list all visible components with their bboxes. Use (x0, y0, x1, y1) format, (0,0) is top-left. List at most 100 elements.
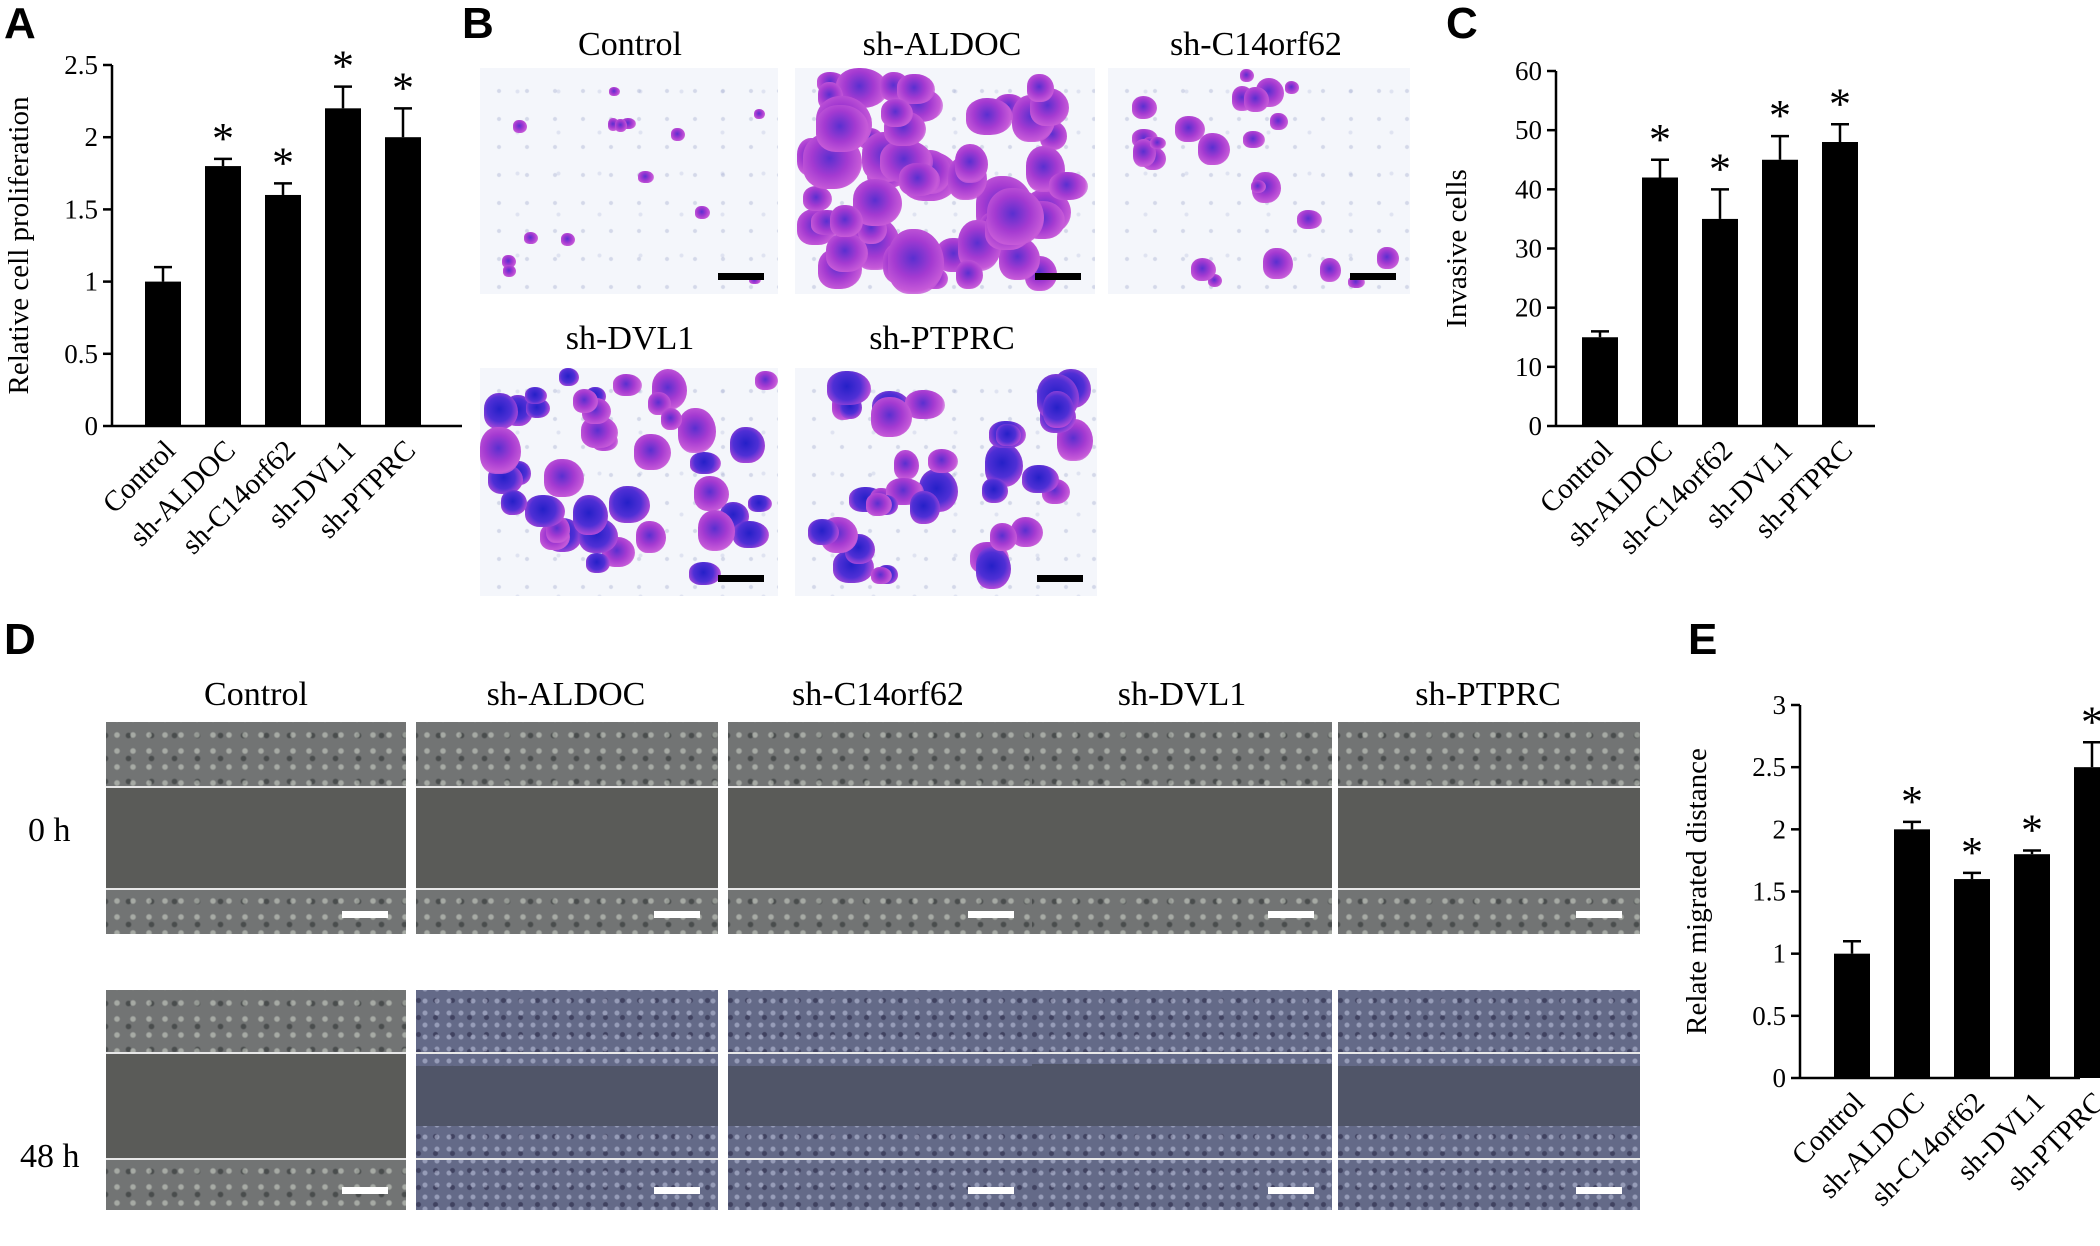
wound-edge-line (416, 786, 718, 788)
wound-edge-line (416, 888, 718, 890)
significance-star: * (1769, 91, 1791, 140)
y-tick-label: 3 (1773, 690, 1787, 720)
wound-label-sh-ptprc: sh-PTPRC (1415, 676, 1561, 713)
y-tick-label: 0 (1773, 1063, 1787, 1093)
panel-letter-d: D (4, 615, 36, 664)
stained-cell (523, 231, 538, 244)
wound-edge-line (416, 1052, 718, 1054)
y-tick-label: 1 (1773, 939, 1787, 969)
stained-cell (608, 486, 650, 524)
stained-cell (987, 187, 1044, 246)
stained-cell (586, 553, 610, 574)
y-tick-label: 1 (85, 267, 99, 297)
wound-image-0h-sh-dvl1 (1032, 722, 1332, 934)
cell-monolayer (1032, 888, 1332, 934)
cell-monolayer (416, 722, 718, 786)
significance-star: * (1829, 79, 1851, 128)
stained-cell (694, 476, 730, 511)
stained-cell (689, 562, 722, 586)
scale-bar (1350, 273, 1396, 280)
invasion-image-sh-c14orf62 (1108, 68, 1410, 294)
scale-bar (654, 911, 700, 918)
stained-cell (899, 162, 940, 196)
stained-cell (754, 108, 766, 119)
stained-cell (501, 489, 528, 515)
bar-sh-dvl1 (1762, 159, 1798, 426)
cell-monolayer (106, 990, 406, 1052)
scale-bar (1268, 911, 1314, 918)
stained-cell (1319, 257, 1341, 282)
invasion-image-sh-dvl1 (480, 368, 778, 596)
cell-monolayer (728, 990, 1032, 1066)
y-tick-label: 30 (1515, 234, 1542, 264)
bar-sh-c14orf62 (1954, 879, 1990, 1078)
scale-bar (1035, 273, 1081, 280)
invasion-label-control: Control (578, 26, 682, 63)
significance-star: * (332, 42, 354, 91)
stained-cell (502, 265, 516, 277)
wound-image-0h-control (106, 722, 406, 934)
y-tick-label: 0 (85, 411, 99, 441)
stained-cell (612, 373, 643, 396)
significance-star: * (2021, 805, 2043, 854)
stained-cell (697, 510, 736, 551)
wound-edge-line (728, 888, 1032, 890)
cell-monolayer (106, 722, 406, 786)
significance-star: * (392, 63, 414, 112)
cell-monolayer (1032, 990, 1332, 1064)
stained-cell (954, 144, 989, 183)
stained-cell (865, 493, 892, 517)
bar-sh-ptprc (2074, 767, 2100, 1078)
wound-edge-line (1032, 1158, 1332, 1160)
scale-bar (1576, 1187, 1622, 1194)
stained-cell (955, 259, 983, 289)
stained-cell (559, 368, 579, 386)
cell-monolayer (106, 1158, 406, 1210)
invasion-label-sh-ptprc: sh-PTPRC (869, 320, 1015, 357)
wound-edge-line (728, 1052, 1032, 1054)
stained-cell (981, 477, 1008, 503)
stained-cell (1244, 86, 1269, 113)
bar-sh-c14orf62 (1702, 218, 1738, 426)
stained-cell (909, 491, 940, 525)
wound-edge-line (106, 1052, 406, 1054)
wound-edge-line (1338, 888, 1640, 890)
y-tick-label: 2 (85, 122, 99, 152)
bar-sh-ptprc (385, 137, 421, 426)
stained-cell (996, 423, 1021, 447)
stained-cell (1243, 130, 1266, 149)
stained-cell (1263, 247, 1293, 280)
stained-cell (1285, 81, 1300, 94)
stained-cell (1022, 464, 1059, 493)
stained-cell (638, 170, 654, 183)
y-tick-label: 0 (1529, 411, 1543, 441)
y-tick-label: 0.5 (64, 339, 98, 369)
wound-edge-line (1338, 1052, 1640, 1054)
stained-cell (1190, 258, 1216, 281)
wound-edge-line (1032, 888, 1332, 890)
bar-sh-ptprc (1822, 142, 1858, 426)
stained-cell (694, 205, 710, 220)
significance-star: * (1961, 828, 1983, 877)
stained-cell (524, 387, 547, 404)
scale-bar (342, 1187, 388, 1194)
invasion-label-sh-c14orf62: sh-C14orf62 (1170, 26, 1342, 63)
cell-monolayer (416, 1126, 718, 1210)
scale-bar (968, 1187, 1014, 1194)
stained-cell (512, 119, 527, 134)
wound-edge-line (1032, 1052, 1332, 1054)
y-tick-label: 1.5 (1752, 877, 1786, 907)
stained-cell (1198, 133, 1230, 165)
scale-bar (718, 575, 764, 582)
stained-cell (620, 117, 637, 129)
cell-monolayer (728, 722, 1032, 786)
stained-cell (755, 370, 778, 390)
stained-cell (1347, 275, 1365, 288)
stained-cell (802, 186, 833, 211)
invasion-image-sh-aldoc (795, 68, 1095, 294)
wound-image-0h-sh-ptprc (1338, 722, 1640, 934)
panel-letter-a: A (4, 0, 36, 48)
scale-bar (1576, 911, 1622, 918)
stained-cell (807, 518, 840, 546)
stained-cell (880, 98, 914, 128)
